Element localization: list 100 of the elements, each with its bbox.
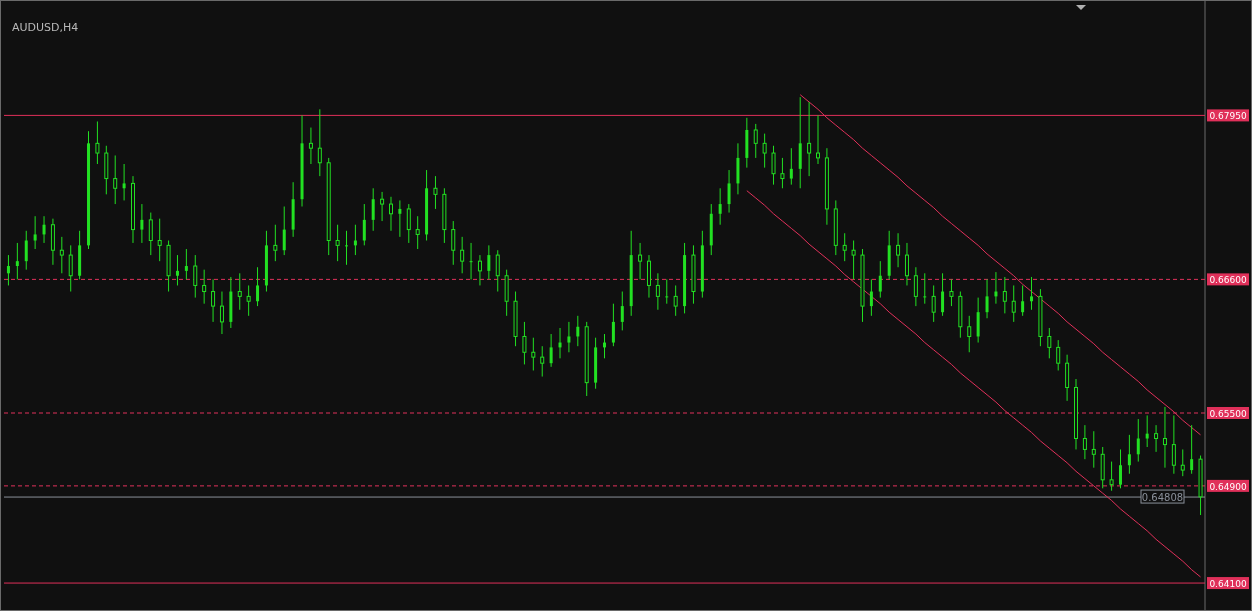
candlestick: [1190, 424, 1194, 475]
candlestick: [665, 278, 669, 305]
candlestick: [477, 254, 482, 286]
candlestick: [184, 248, 188, 280]
candlestick: [148, 212, 153, 256]
candlestick: [789, 147, 793, 186]
candlestick: [816, 114, 821, 165]
candlestick: [246, 284, 251, 317]
candlestick: [718, 187, 722, 226]
candlestick: [753, 123, 758, 159]
candlestick: [335, 224, 340, 262]
candlestick: [95, 120, 100, 165]
candlestick: [460, 236, 465, 274]
y-tick-label: 0.65500: [1209, 409, 1247, 419]
candlestick: [1180, 448, 1185, 477]
candlestick: [219, 291, 224, 335]
candlestick: [398, 199, 402, 238]
candlestick: [380, 191, 385, 222]
candlestick: [175, 254, 179, 286]
candlestick: [433, 175, 438, 210]
candlestick: [869, 278, 873, 317]
candlestick: [113, 154, 118, 205]
candlestick: [1047, 327, 1052, 359]
candlestick: [256, 266, 260, 307]
candlestick: [1162, 406, 1167, 469]
candlestick: [780, 157, 785, 189]
candlestick: [904, 242, 909, 286]
candlestick: [33, 215, 37, 250]
candlestick: [282, 206, 286, 256]
candlestick: [308, 127, 313, 165]
candlestick: [576, 315, 580, 347]
candlestick: [1082, 424, 1087, 460]
candlestick: [851, 240, 856, 280]
candlestick: [540, 345, 545, 378]
candlestick: [345, 230, 349, 266]
candlestick: [567, 321, 571, 353]
candlestick: [531, 337, 536, 371]
candlestick: [362, 203, 366, 246]
ref-line-label: 0.64808: [1141, 492, 1184, 504]
candlestick: [1136, 418, 1140, 463]
candlestick: [317, 108, 322, 177]
text: AUDUSD,H4: [12, 21, 79, 34]
candlestick: [923, 272, 927, 305]
candlestick: [771, 145, 776, 186]
candlestick: [807, 101, 812, 177]
candlestick: [140, 203, 144, 244]
candlestick: [6, 254, 10, 286]
candlestick: [842, 232, 847, 262]
candlestick: [469, 242, 473, 280]
candlestick: [673, 284, 678, 317]
candlestick: [655, 272, 660, 311]
candlestick: [1145, 414, 1149, 448]
candlestick: [896, 232, 901, 268]
candlestick: [122, 163, 126, 201]
candlestick: [1109, 461, 1114, 492]
candlestick: [15, 242, 19, 280]
candlestick: [985, 278, 989, 319]
candlestick: [1154, 424, 1159, 453]
candlestick: [1091, 430, 1096, 469]
candlestick: [611, 303, 615, 347]
candlestick: [1011, 284, 1016, 323]
candlestick: [237, 272, 242, 311]
candlestick: [941, 272, 945, 317]
candlestick: [727, 169, 731, 214]
candlestick: [638, 242, 643, 280]
y-tick-label: 0.64100: [1209, 579, 1247, 590]
y-tick-label: 0.66600: [1209, 275, 1247, 286]
y-tick-label: 0.67950: [1209, 111, 1247, 122]
candlestick: [1030, 276, 1034, 311]
candlestick: [1118, 448, 1122, 489]
candlestick: [949, 278, 954, 307]
candlestick: [913, 266, 918, 307]
candlestick: [68, 244, 73, 293]
candlestick: [59, 236, 64, 274]
candlestick: [451, 220, 456, 266]
candlestick: [211, 278, 216, 323]
candlestick: [406, 203, 411, 244]
candlestick: [24, 230, 28, 271]
candlestick: [549, 333, 553, 368]
candlestick: [1021, 284, 1025, 317]
candlestick: [388, 196, 393, 232]
y-tick-label: 0.64900: [1209, 481, 1247, 492]
candlestick: [1056, 339, 1061, 371]
candlestick: [371, 187, 375, 232]
candlestick: [1171, 414, 1176, 475]
candlestick: [495, 249, 500, 293]
candlestick: [273, 224, 278, 262]
candlestick: [620, 291, 624, 331]
candlestick: [202, 269, 207, 305]
candlestick: [522, 321, 527, 365]
candlestick: [1002, 276, 1007, 314]
candlestick: [931, 284, 936, 323]
candlestick: [487, 244, 491, 280]
candlestick: [193, 254, 198, 299]
candlestick: [157, 218, 162, 262]
candlestick: [878, 260, 882, 299]
candlestick: [415, 215, 420, 250]
candlestick: [42, 215, 46, 244]
candlestick: [762, 133, 767, 169]
candlestick: [1127, 434, 1131, 475]
